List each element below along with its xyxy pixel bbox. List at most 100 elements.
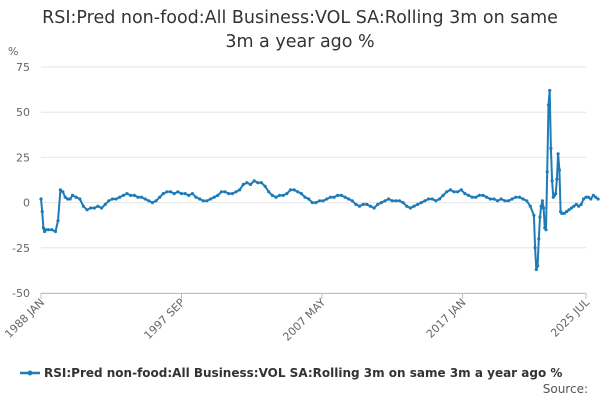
data-point[interactable]: [528, 204, 532, 208]
data-point[interactable]: [537, 237, 541, 241]
data-point[interactable]: [365, 202, 369, 206]
data-point[interactable]: [456, 190, 460, 194]
legend[interactable]: RSI:Pred non-food:All Business:VOL SA:Ro…: [20, 366, 562, 380]
data-point[interactable]: [401, 201, 405, 205]
data-point[interactable]: [423, 199, 427, 203]
data-point[interactable]: [459, 188, 463, 192]
data-point[interactable]: [492, 197, 496, 201]
data-point[interactable]: [39, 197, 43, 201]
data-point[interactable]: [278, 193, 282, 197]
data-point[interactable]: [118, 195, 122, 199]
data-point[interactable]: [591, 193, 595, 197]
data-point[interactable]: [586, 195, 591, 199]
data-point[interactable]: [114, 197, 118, 201]
data-point[interactable]: [270, 193, 274, 197]
data-point[interactable]: [357, 204, 362, 208]
data-point[interactable]: [110, 197, 115, 201]
data-point[interactable]: [205, 199, 209, 203]
data-point[interactable]: [129, 193, 133, 197]
data-point[interactable]: [81, 204, 85, 208]
data-point[interactable]: [452, 190, 456, 194]
data-point[interactable]: [318, 199, 322, 203]
data-point[interactable]: [41, 226, 46, 230]
data-point[interactable]: [78, 197, 82, 201]
data-point[interactable]: [216, 193, 220, 197]
data-point[interactable]: [544, 228, 548, 232]
data-point[interactable]: [577, 204, 581, 208]
data-point[interactable]: [154, 199, 158, 203]
data-point[interactable]: [46, 228, 50, 232]
data-point[interactable]: [314, 201, 318, 205]
data-point[interactable]: [219, 190, 224, 194]
data-point[interactable]: [554, 192, 558, 196]
data-point[interactable]: [481, 193, 485, 197]
data-point[interactable]: [549, 146, 553, 150]
data-point[interactable]: [574, 202, 578, 206]
data-point[interactable]: [274, 195, 278, 199]
data-point[interactable]: [565, 210, 569, 214]
data-point[interactable]: [288, 188, 293, 192]
data-point[interactable]: [542, 206, 546, 210]
data-point[interactable]: [190, 192, 194, 196]
data-point[interactable]: [299, 192, 303, 196]
data-point[interactable]: [150, 201, 154, 205]
data-point[interactable]: [296, 190, 300, 194]
data-point[interactable]: [361, 202, 365, 206]
data-point[interactable]: [347, 197, 351, 201]
data-point[interactable]: [557, 168, 562, 172]
data-point[interactable]: [579, 202, 583, 206]
data-point[interactable]: [474, 195, 478, 199]
data-point[interactable]: [198, 197, 202, 201]
data-point[interactable]: [259, 181, 263, 185]
data-point[interactable]: [238, 188, 242, 192]
data-point[interactable]: [201, 199, 205, 203]
data-point[interactable]: [556, 152, 560, 156]
data-point[interactable]: [408, 206, 412, 210]
data-point[interactable]: [350, 199, 354, 203]
data-point[interactable]: [394, 199, 398, 203]
data-point[interactable]: [310, 201, 314, 205]
data-point[interactable]: [285, 192, 289, 196]
data-point[interactable]: [569, 206, 574, 210]
data-point[interactable]: [230, 192, 234, 196]
data-point[interactable]: [503, 199, 507, 203]
data-point[interactable]: [525, 199, 529, 203]
data-point[interactable]: [521, 197, 525, 201]
data-point[interactable]: [328, 195, 333, 199]
data-point[interactable]: [63, 195, 67, 199]
data-point[interactable]: [376, 202, 380, 206]
data-point[interactable]: [234, 190, 238, 194]
data-point[interactable]: [85, 208, 89, 212]
data-point[interactable]: [58, 188, 63, 192]
data-point[interactable]: [540, 199, 545, 203]
data-point[interactable]: [582, 197, 586, 201]
data-point[interactable]: [405, 204, 409, 208]
data-point[interactable]: [252, 179, 256, 183]
data-point[interactable]: [325, 197, 329, 201]
data-point[interactable]: [165, 190, 169, 194]
data-point[interactable]: [555, 177, 559, 181]
data-point[interactable]: [56, 219, 60, 223]
data-point[interactable]: [53, 229, 58, 234]
data-point[interactable]: [332, 195, 336, 199]
data-point[interactable]: [485, 195, 489, 199]
data-point[interactable]: [212, 195, 216, 199]
data-point[interactable]: [379, 201, 383, 205]
data-point[interactable]: [66, 197, 70, 201]
data-point[interactable]: [463, 192, 467, 196]
data-point[interactable]: [161, 192, 165, 196]
data-point[interactable]: [169, 190, 173, 194]
data-point[interactable]: [430, 197, 434, 201]
data-point[interactable]: [241, 182, 245, 187]
data-point[interactable]: [416, 202, 420, 206]
data-point[interactable]: [267, 190, 271, 194]
data-point[interactable]: [172, 192, 176, 196]
data-point[interactable]: [368, 204, 372, 208]
data-point[interactable]: [68, 197, 72, 201]
data-point[interactable]: [567, 208, 571, 212]
data-point[interactable]: [445, 190, 449, 194]
data-point[interactable]: [143, 197, 147, 201]
data-point[interactable]: [545, 170, 549, 174]
data-point[interactable]: [245, 181, 249, 185]
data-point[interactable]: [176, 190, 180, 194]
